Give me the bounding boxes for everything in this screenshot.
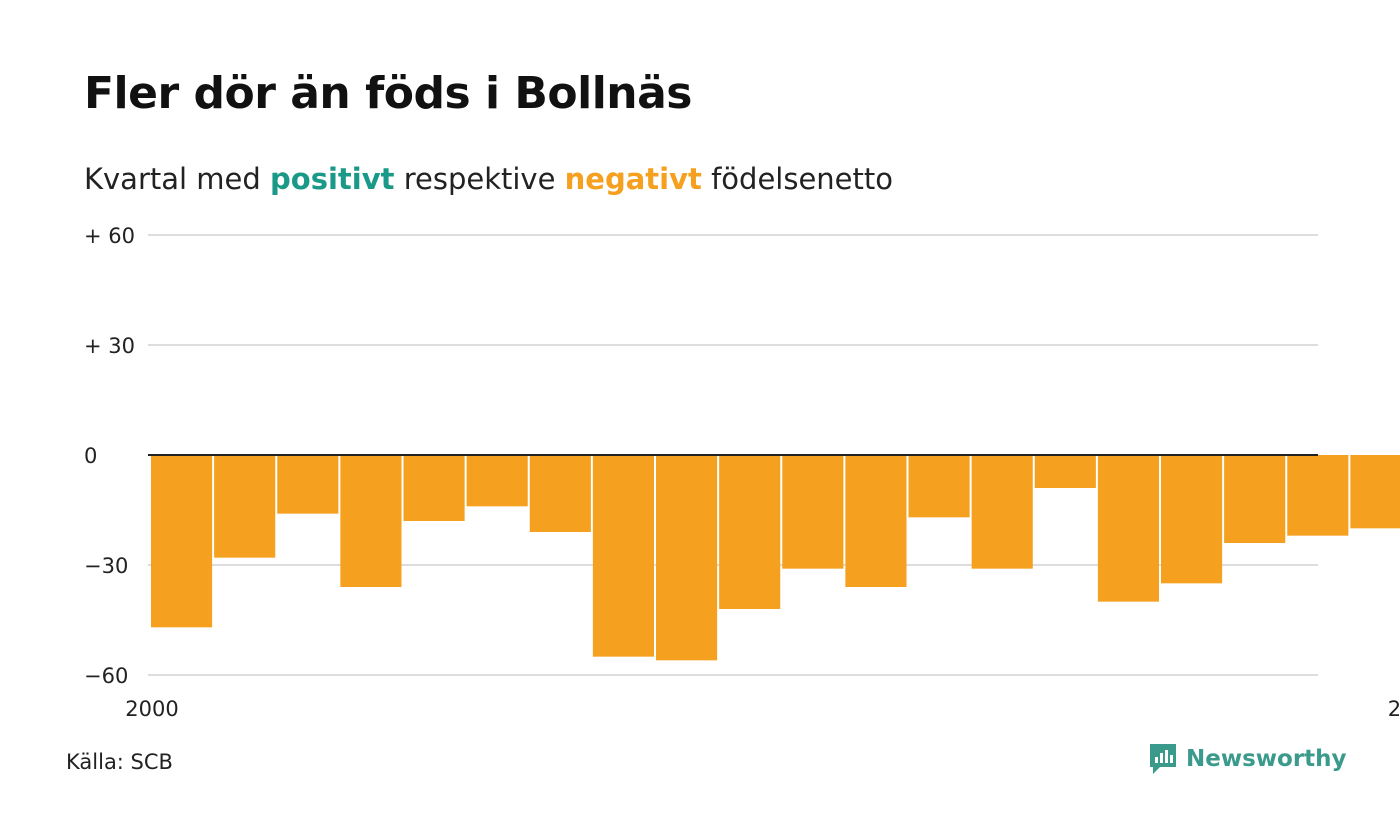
bar-chart: + 60+ 300−30−60 20002005201020152020 [84, 224, 1400, 721]
newsworthy-logo-icon [1150, 744, 1176, 774]
x-tick-label: 2005 [1388, 697, 1400, 721]
bar [1034, 455, 1096, 488]
bar [1161, 455, 1223, 584]
subtitle-positive-word: positivt [270, 162, 395, 196]
bar [1224, 455, 1286, 543]
source-note: Källa: SCB [66, 750, 173, 774]
y-tick-label: 0 [84, 444, 97, 468]
bar-layer [151, 455, 1400, 661]
bar [971, 455, 1033, 569]
bar [908, 455, 970, 518]
bar [656, 455, 718, 661]
bar [214, 455, 276, 558]
chart-title: Fler dör än föds i Bollnäs [84, 68, 692, 119]
bar [782, 455, 844, 569]
bar [719, 455, 781, 609]
y-tick-label: −60 [84, 664, 128, 688]
bar [1097, 455, 1159, 602]
bar [151, 455, 213, 628]
x-tick-label: 2000 [125, 697, 178, 721]
brand-name: Newsworthy [1186, 746, 1347, 772]
brand-logo: Newsworthy [1148, 742, 1347, 776]
bar [1287, 455, 1349, 536]
subtitle-suffix: födelsenetto [711, 162, 893, 196]
bar [592, 455, 654, 657]
bar [466, 455, 528, 507]
bar [403, 455, 465, 521]
y-tick-label: + 60 [84, 224, 135, 248]
bar [529, 455, 591, 532]
y-tick-label: −30 [84, 554, 128, 578]
bar [845, 455, 907, 587]
bar [277, 455, 339, 514]
subtitle-negative-word: negativt [564, 162, 702, 196]
subtitle-middle: respektive [403, 162, 556, 196]
y-tick-labels: + 60 + 30 0 −30 −60 [84, 224, 135, 688]
bar [1350, 455, 1400, 529]
y-tick-label: + 30 [84, 334, 135, 358]
chart-subtitle: Kvartal med positivt respektive negativt… [84, 162, 893, 196]
bar [340, 455, 402, 587]
x-tick-labels: 20002005201020152020 [125, 697, 1400, 721]
subtitle-prefix: Kvartal med [84, 162, 261, 196]
